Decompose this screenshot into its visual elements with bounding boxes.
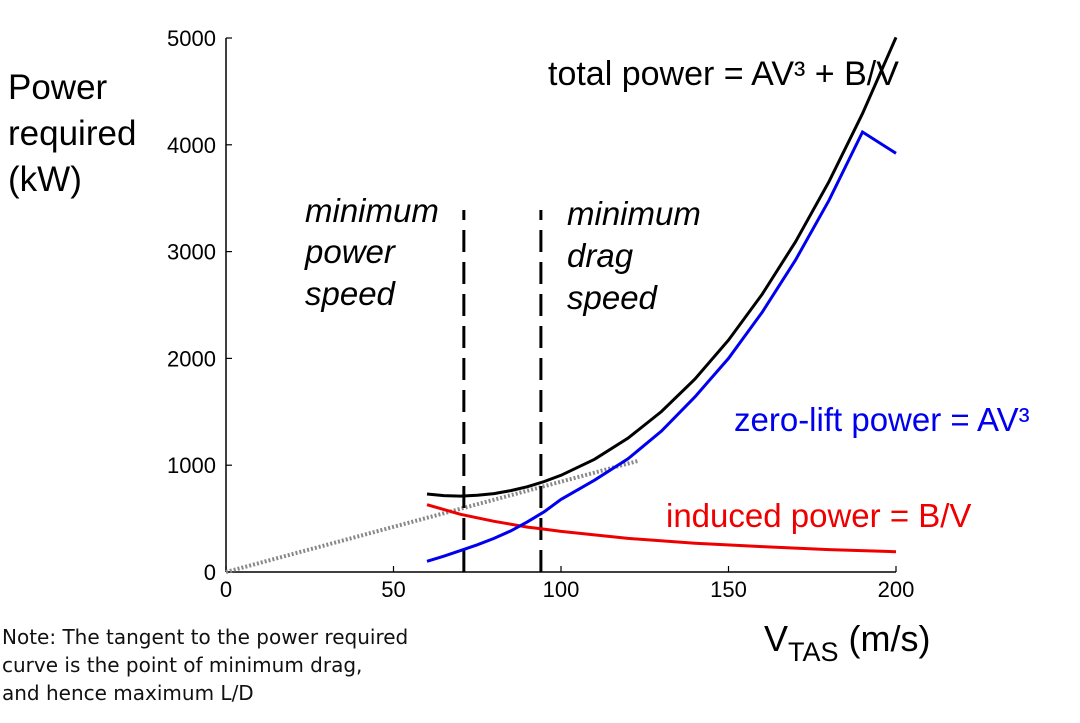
x-tick-label: 100 [543,577,580,602]
note-line: curve is the point of minimum drag, [2,653,363,677]
zero-lift-power-line [426,129,897,563]
total-power-line [426,36,898,498]
y-tick-label: 2000 [167,346,216,371]
x-tick-label: 150 [710,577,747,602]
tangent-line [225,458,639,574]
y-tick-label: 3000 [167,240,216,265]
x-tick-label: 200 [878,577,915,602]
tangent-note: Note: The tangent to the power required … [2,623,522,707]
induced-power-line [426,503,897,554]
minimum-drag-speed-annotation: minimum drag speed [567,195,710,316]
y-tick-label: 4000 [167,133,216,158]
minimum-power-speed-annotation: minimum power speed [304,192,448,312]
y-tick-label: 1000 [167,453,216,478]
zero-lift-power-annotation: zero-lift power = AV³ [734,401,1030,438]
x-tick-label: 0 [220,577,232,602]
y-tick-label: 0 [204,560,216,585]
x-tick-label: 50 [381,577,405,602]
y-tick-label: 5000 [167,26,216,51]
y-axis-label: Power required (kW) [8,68,146,199]
x-axis-label: VTAS (m/s) [764,618,931,667]
induced-power-annotation: induced power = B/V [666,497,971,534]
note-line: Note: The tangent to the power required [2,625,409,649]
note-line: and hence maximum L/D [2,681,254,705]
total-power-annotation: total power = AV³ + B/V [548,55,899,93]
